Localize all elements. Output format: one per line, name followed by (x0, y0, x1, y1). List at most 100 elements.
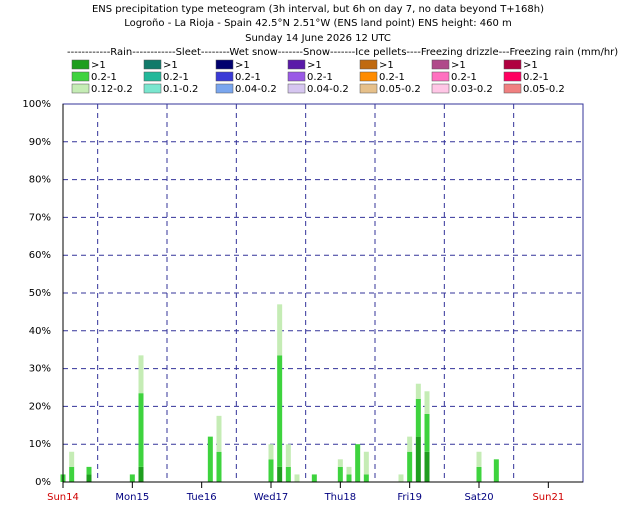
bar-segment (476, 466, 482, 482)
bar-segment (415, 436, 421, 482)
legend-label: 0.2-1 (379, 72, 405, 83)
y-tick-label: 70% (29, 212, 51, 223)
bar-segment (346, 466, 352, 475)
bar-segment (415, 383, 421, 399)
legend-label: >1 (163, 60, 178, 71)
bar-segment (285, 444, 291, 467)
y-tick-label: 100% (22, 99, 51, 110)
x-tick-label: Fri19 (397, 492, 422, 503)
legend-swatch (431, 71, 450, 82)
legend-swatch (359, 71, 378, 82)
legend-label: 0.2-1 (235, 72, 261, 83)
legend-swatch (71, 71, 90, 82)
bar-segment (407, 436, 413, 452)
bar-segment (216, 451, 222, 482)
x-tick-label: Wed17 (254, 492, 289, 503)
bar-segment (285, 466, 291, 482)
x-tick-label: Sat20 (464, 492, 493, 503)
y-tick-label: 90% (29, 137, 51, 148)
bar-segment (277, 355, 283, 467)
legend-label: 0.05-0.2 (523, 84, 565, 95)
bar-segment (363, 474, 369, 482)
bar-segment (138, 393, 144, 467)
legend-swatch (287, 83, 306, 94)
y-tick-label: 50% (29, 288, 51, 299)
y-tick-label: 60% (29, 250, 51, 261)
legend-swatch (143, 59, 162, 70)
legend-label: 0.2-1 (163, 72, 189, 83)
bar-segment (493, 459, 499, 482)
legend-label: >1 (451, 60, 466, 71)
legend-swatch (359, 83, 378, 94)
bar-segment (424, 451, 430, 482)
legend-label: 0.2-1 (523, 72, 549, 83)
legend-swatch (287, 71, 306, 82)
legend-label: 0.2-1 (307, 72, 333, 83)
legend-label: >1 (379, 60, 394, 71)
chart-subtitle: Logroño - La Rioja - Spain 42.5°N 2.51°W… (124, 18, 512, 29)
bar-segment (86, 466, 92, 475)
legend-swatch (503, 71, 522, 82)
legend-label: 0.2-1 (91, 72, 117, 83)
legend-swatch (287, 59, 306, 70)
bar-segment (129, 474, 135, 482)
bar-segment (424, 413, 430, 452)
bar-segment (363, 451, 369, 475)
legend-label: 0.1-0.2 (163, 84, 198, 95)
x-tick-label: Mon15 (115, 492, 149, 503)
legend-swatch (503, 83, 522, 94)
bar-segment (337, 466, 343, 482)
legend-label: 0.05-0.2 (379, 84, 421, 95)
y-tick-label: 20% (29, 401, 51, 412)
legend-header: ------------Rain------------Sleet-------… (67, 47, 618, 58)
bar-segment (424, 391, 430, 414)
bar-segment (398, 474, 404, 482)
bar-segment (138, 355, 144, 394)
bar-segment (69, 451, 75, 467)
bar-segment (268, 459, 274, 482)
x-tick-label: Sun21 (532, 492, 564, 503)
bar-segment (311, 474, 317, 482)
bar-segment (294, 474, 300, 482)
y-tick-label: 30% (29, 364, 51, 375)
bar-segment (69, 466, 75, 482)
legend-swatch (143, 83, 162, 94)
bar-segment (346, 474, 352, 482)
bar-segment (86, 474, 92, 482)
legend-swatch (503, 59, 522, 70)
legend-label: 0.03-0.2 (451, 84, 493, 95)
bar-segment (407, 451, 413, 482)
x-tick-label: Sun14 (47, 492, 79, 503)
legend-swatch (431, 83, 450, 94)
y-tick-label: 10% (29, 439, 51, 450)
legend-label: >1 (235, 60, 250, 71)
bar-segment (277, 304, 283, 356)
legend-label: >1 (91, 60, 106, 71)
legend-swatch (143, 71, 162, 82)
bar-segment (337, 459, 343, 467)
legend-swatch (431, 59, 450, 70)
legend-label: 0.04-0.2 (307, 84, 349, 95)
legend-label: 0.12-0.2 (91, 84, 133, 95)
legend-swatch (71, 59, 90, 70)
run-date: Sunday 14 June 2026 12 UTC (245, 33, 391, 44)
bar-segment (476, 451, 482, 467)
legend-label: >1 (523, 60, 538, 71)
bar-segment (207, 436, 213, 482)
x-tick-label: Thu18 (324, 492, 357, 503)
bar-segment (277, 466, 283, 482)
legend-label: >1 (307, 60, 322, 71)
y-tick-label: 0% (35, 477, 51, 488)
bar-segment (138, 466, 144, 482)
legend-swatch (215, 59, 234, 70)
bar-segment (268, 444, 274, 460)
y-tick-label: 80% (29, 175, 51, 186)
legend-swatch (215, 83, 234, 94)
legend-swatch (71, 83, 90, 94)
legend-label: 0.04-0.2 (235, 84, 277, 95)
legend-swatch (215, 71, 234, 82)
legend-label: 0.2-1 (451, 72, 477, 83)
legend-swatch (359, 59, 378, 70)
bar-segment (216, 415, 222, 452)
